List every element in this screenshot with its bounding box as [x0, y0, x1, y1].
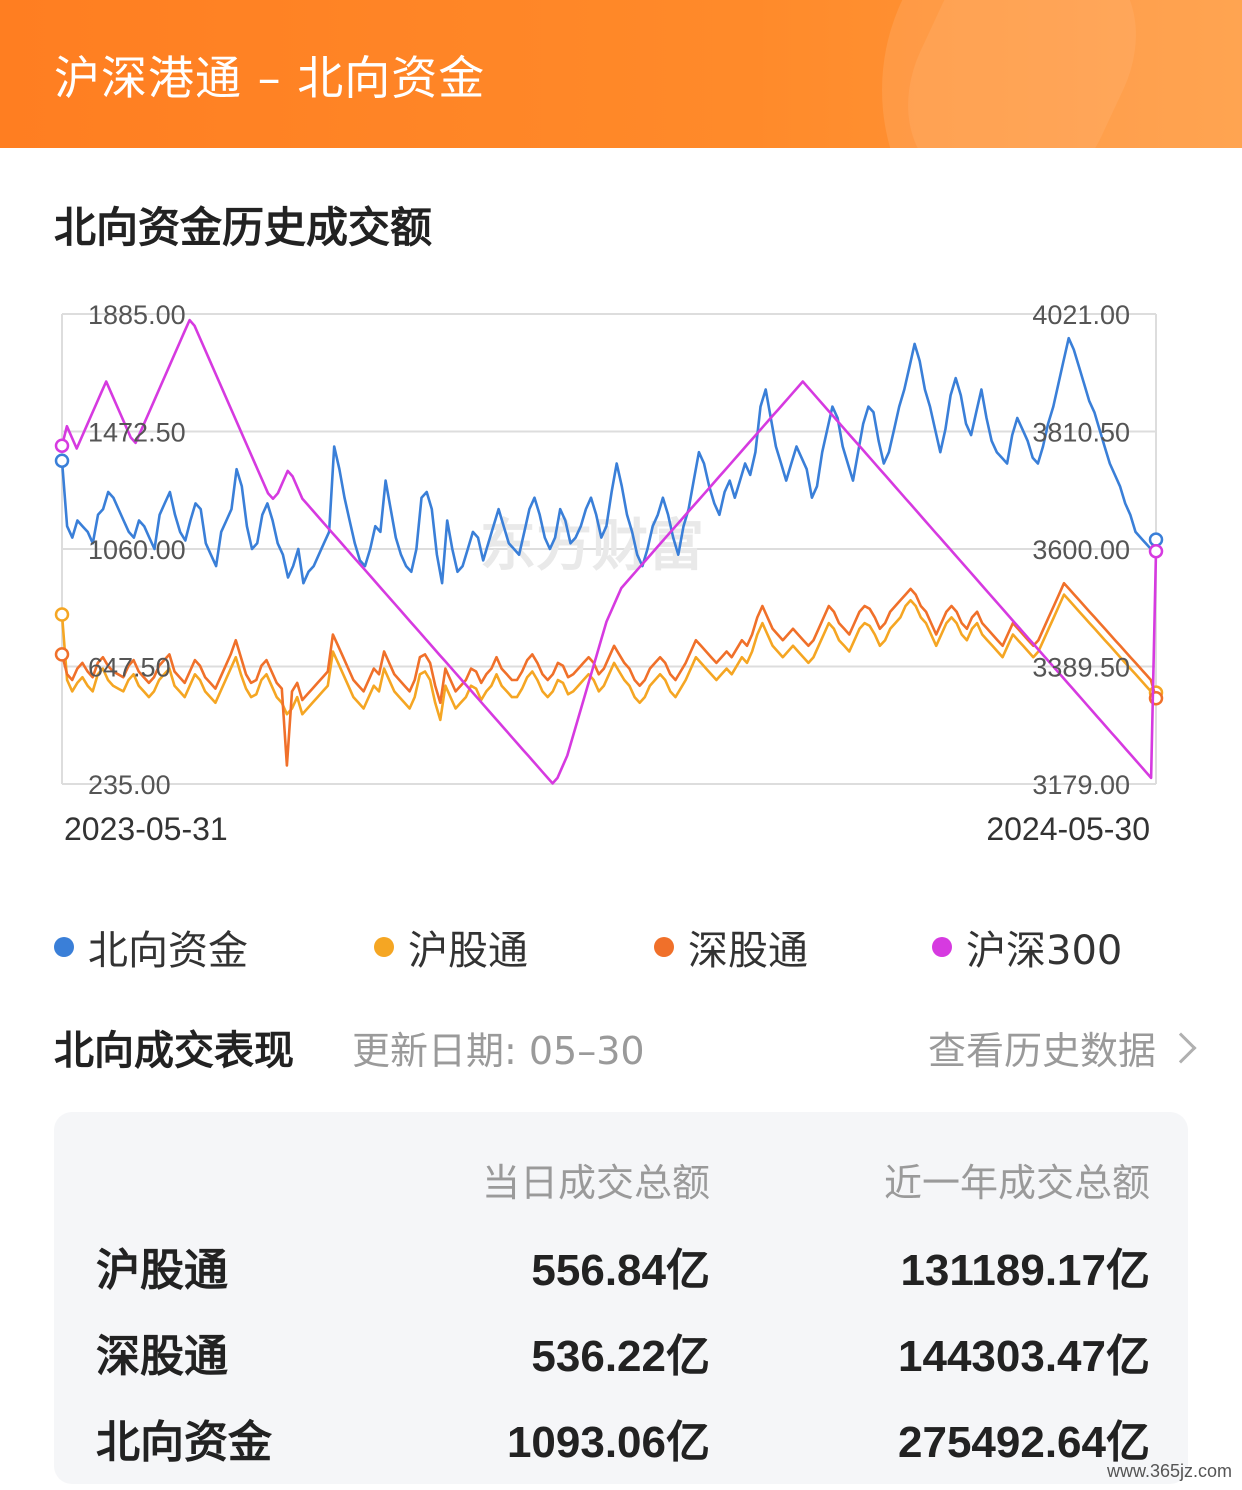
right-tick-label: 3600.00	[1032, 535, 1130, 565]
column-header-today: 当日成交总额	[481, 1161, 710, 1205]
page-title: 沪深港通 – 北向资金	[54, 51, 486, 105]
turnover-table: 当日成交总额 近一年成交总额 沪股通 556.84亿 131189.17亿 深股…	[54, 1112, 1188, 1484]
right-tick-label: 3389.50	[1032, 653, 1130, 683]
row-north-year: 275492.64亿	[898, 1418, 1150, 1467]
legend-label: 深股通	[688, 928, 808, 974]
legend-dot-icon	[654, 937, 674, 957]
legend-item[interactable]: 沪深300	[932, 922, 1122, 974]
series-line-3	[60, 318, 1158, 785]
chart-lines	[54, 318, 1164, 785]
legend-label: 北向资金	[88, 928, 248, 974]
left-tick-label: 1472.50	[88, 418, 186, 448]
history-turnover-chart[interactable]: 东方财富 1885.00 1472.50 1060.00 647.50 235.00 40…	[0, 290, 1242, 850]
legend-item[interactable]: 深股通	[654, 922, 808, 974]
row-label-north: 北向资金	[96, 1417, 272, 1468]
series-start-marker-1	[54, 607, 70, 622]
left-tick-label: 647.50	[88, 653, 171, 683]
performance-title: 北向成交表现	[54, 1028, 294, 1074]
series-line-0	[60, 336, 1158, 585]
right-tick-label: 3810.50	[1032, 418, 1130, 448]
left-tick-label: 235.00	[88, 770, 171, 800]
right-tick-label: 3179.00	[1032, 770, 1130, 800]
chart-watermark: 东方财富	[480, 514, 704, 579]
series-end-marker-3	[1148, 543, 1164, 559]
chevron-right-icon	[1165, 1031, 1197, 1064]
column-header-year: 近一年成交总额	[883, 1161, 1150, 1205]
row-sz-today: 536.22亿	[531, 1332, 710, 1381]
row-sh-year: 131189.17亿	[900, 1246, 1150, 1295]
legend-item[interactable]: 沪股通	[374, 922, 528, 974]
legend-item[interactable]: 北向资金	[54, 922, 248, 974]
row-north-today: 1093.06亿	[506, 1418, 710, 1467]
footer-url: www.365jz.com	[1106, 1461, 1232, 1481]
legend-dot-icon	[54, 937, 74, 957]
series-line-1	[60, 593, 1157, 722]
series-start-marker-2	[54, 647, 70, 662]
right-tick-label: 4021.00	[1032, 300, 1130, 330]
series-line-2	[60, 581, 1158, 767]
legend-dot-icon	[374, 937, 394, 957]
update-date: 更新日期: 05–30	[352, 1029, 645, 1073]
series-start-marker-0	[54, 453, 70, 468]
series-end-marker-0	[1148, 532, 1164, 547]
row-sz-year: 144303.47亿	[898, 1332, 1150, 1381]
left-tick-label: 1885.00	[88, 300, 186, 330]
chart-axis-labels: 1885.00 1472.50 1060.00 647.50 235.00 4021.00…	[64, 300, 1150, 847]
view-history-link[interactable]: 查看历史数据	[927, 1020, 1197, 1075]
left-tick-label: 1060.00	[88, 535, 186, 565]
view-history-label: 查看历史数据	[927, 1029, 1156, 1073]
chart-section-title: 北向资金历史成交额	[54, 203, 433, 252]
page-header: 沪深港通 – 北向资金	[0, 0, 1242, 148]
x-start-label: 2023-05-31	[64, 811, 228, 847]
legend-label: 沪深300	[966, 928, 1123, 974]
row-label-sz: 深股通	[96, 1331, 228, 1382]
series-start-marker-3	[54, 438, 70, 453]
row-sh-today: 556.84亿	[531, 1246, 710, 1295]
x-end-label: 2024-05-30	[986, 811, 1150, 847]
row-label-sh: 沪股通	[96, 1245, 228, 1296]
header-decoration	[882, 0, 1242, 148]
legend-label: 沪股通	[408, 928, 528, 974]
legend-dot-icon	[932, 937, 952, 957]
